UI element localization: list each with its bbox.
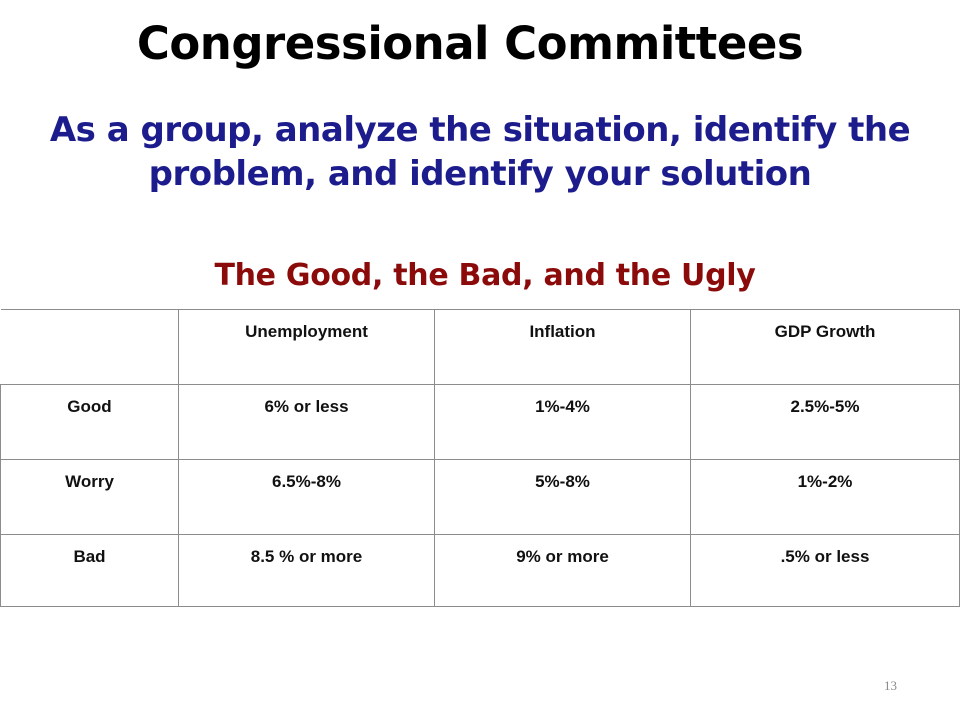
table-cell: 1%-4% — [434, 384, 691, 460]
table-row-worry: Worry 6.5%-8% 5%-8% 1%-2% — [0, 459, 960, 535]
table-cell: 2.5%-5% — [690, 384, 960, 460]
row-label-worry: Worry — [0, 459, 179, 535]
table-cell: .5% or less — [690, 534, 960, 607]
header-cell-gdp-growth: GDP Growth — [690, 309, 960, 385]
indicator-table: Unemployment Inflation GDP Growth Good 6… — [0, 309, 960, 607]
row-label-bad: Bad — [0, 534, 179, 607]
header-cell-inflation: Inflation — [434, 309, 691, 385]
slide-subtitle: As a group, analyze the situation, ident… — [49, 110, 911, 194]
table-row-bad: Bad 8.5 % or more 9% or more .5% or less — [0, 534, 960, 607]
table-row-good: Good 6% or less 1%-4% 2.5%-5% — [0, 384, 960, 460]
table-cell: 6% or less — [178, 384, 435, 460]
table-cell: 8.5 % or more — [178, 534, 435, 607]
page-number: 13 — [884, 678, 897, 693]
row-label-good: Good — [0, 384, 179, 460]
header-cell-empty — [0, 309, 179, 385]
table-cell: 5%-8% — [434, 459, 691, 535]
header-cell-unemployment: Unemployment — [178, 309, 435, 385]
slide-title: Congressional Committees — [136, 17, 804, 70]
table-header-row: Unemployment Inflation GDP Growth — [0, 309, 960, 385]
table-cell: 6.5%-8% — [178, 459, 435, 535]
table-cell: 9% or more — [434, 534, 691, 607]
table-heading: The Good, the Bad, and the Ugly — [214, 258, 756, 293]
table-cell: 1%-2% — [690, 459, 960, 535]
